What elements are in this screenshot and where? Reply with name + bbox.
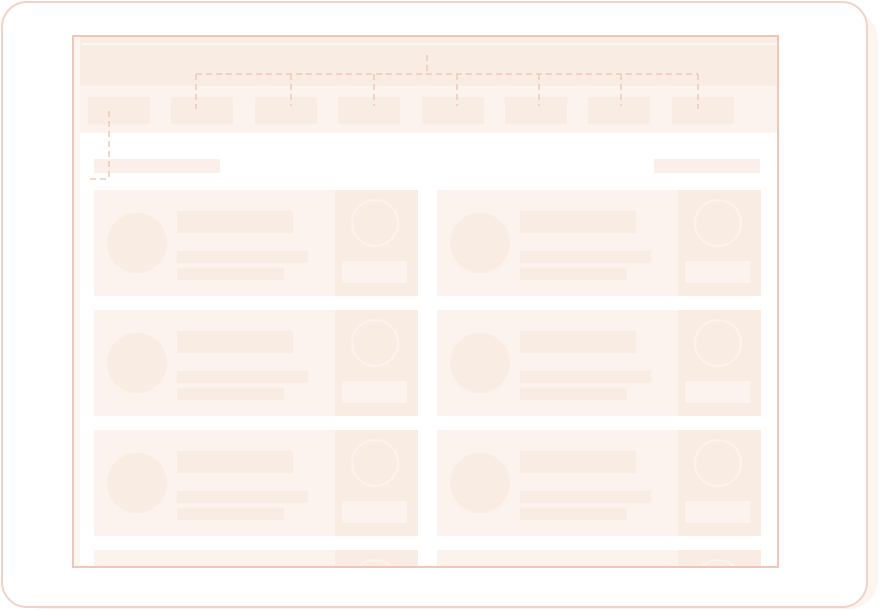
nav-tab-6[interactable] [505, 97, 567, 124]
card[interactable] [94, 190, 418, 296]
circle-icon [694, 439, 742, 487]
nav-tab-7[interactable] [588, 97, 650, 124]
circle-icon [694, 199, 742, 247]
nav-tab-1[interactable] [88, 97, 150, 124]
card-side-panel [335, 310, 418, 416]
card-button[interactable] [685, 381, 750, 403]
card-side-panel [335, 190, 418, 296]
card-button[interactable] [685, 261, 750, 283]
avatar [450, 333, 510, 393]
circle-icon [351, 199, 399, 247]
card[interactable] [437, 310, 761, 416]
header-bar [74, 37, 777, 86]
circle-icon [351, 319, 399, 367]
nav-tab-8[interactable] [672, 97, 734, 124]
nav-tab-5[interactable] [422, 97, 484, 124]
left-edge-strip [74, 37, 80, 566]
avatar [107, 453, 167, 513]
card-title-placeholder [520, 331, 636, 353]
card[interactable] [94, 550, 418, 566]
card-text-placeholder [177, 491, 308, 503]
card[interactable] [94, 430, 418, 536]
annotation-connectors [90, 55, 699, 180]
card[interactable] [437, 430, 761, 536]
avatar [450, 213, 510, 273]
card-text-placeholder [177, 508, 284, 520]
card-text-placeholder [177, 251, 308, 263]
circle-icon [351, 439, 399, 487]
card-text-placeholder [520, 491, 651, 503]
card-button[interactable] [685, 501, 750, 523]
nav-tab-3[interactable] [255, 97, 317, 124]
card-text-placeholder [177, 388, 284, 400]
avatar [107, 213, 167, 273]
nav-tab-2[interactable] [171, 97, 233, 124]
circle-icon [694, 319, 742, 367]
card-side-panel [678, 310, 761, 416]
section-action-placeholder[interactable] [654, 159, 760, 173]
card-button[interactable] [342, 501, 407, 523]
card-text-placeholder [520, 251, 651, 263]
avatar [107, 333, 167, 393]
card-side-panel [335, 430, 418, 536]
nav-tab-4[interactable] [338, 97, 400, 124]
card-side-panel [678, 430, 761, 536]
card-text-placeholder [177, 268, 284, 280]
avatar [450, 453, 510, 513]
header-highlight [82, 43, 777, 45]
card-side-panel [678, 550, 761, 566]
card-side-panel [335, 550, 418, 566]
card-button[interactable] [342, 381, 407, 403]
card-side-panel [678, 190, 761, 296]
card-title-placeholder [177, 451, 293, 473]
card-title-placeholder [177, 331, 293, 353]
screen-wireframe [72, 35, 779, 568]
card-title-placeholder [520, 211, 636, 233]
card[interactable] [437, 190, 761, 296]
card-text-placeholder [520, 371, 651, 383]
card-text-placeholder [520, 388, 627, 400]
section-title-placeholder [94, 159, 220, 173]
card-text-placeholder [177, 371, 308, 383]
card-button[interactable] [342, 261, 407, 283]
card-text-placeholder [520, 268, 627, 280]
card-text-placeholder [520, 508, 627, 520]
card[interactable] [94, 310, 418, 416]
card-title-placeholder [177, 211, 293, 233]
card[interactable] [437, 550, 761, 566]
card-title-placeholder [520, 451, 636, 473]
